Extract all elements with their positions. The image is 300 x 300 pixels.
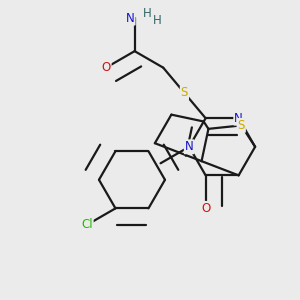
Text: H: H (142, 7, 152, 20)
Text: S: S (181, 86, 188, 99)
Text: H: H (153, 14, 161, 27)
Text: N: N (126, 12, 135, 25)
Text: S: S (238, 119, 245, 132)
Text: Cl: Cl (81, 218, 93, 231)
Text: N: N (185, 140, 194, 153)
Text: O: O (101, 61, 111, 74)
Text: N: N (234, 112, 243, 125)
Text: O: O (201, 202, 210, 215)
